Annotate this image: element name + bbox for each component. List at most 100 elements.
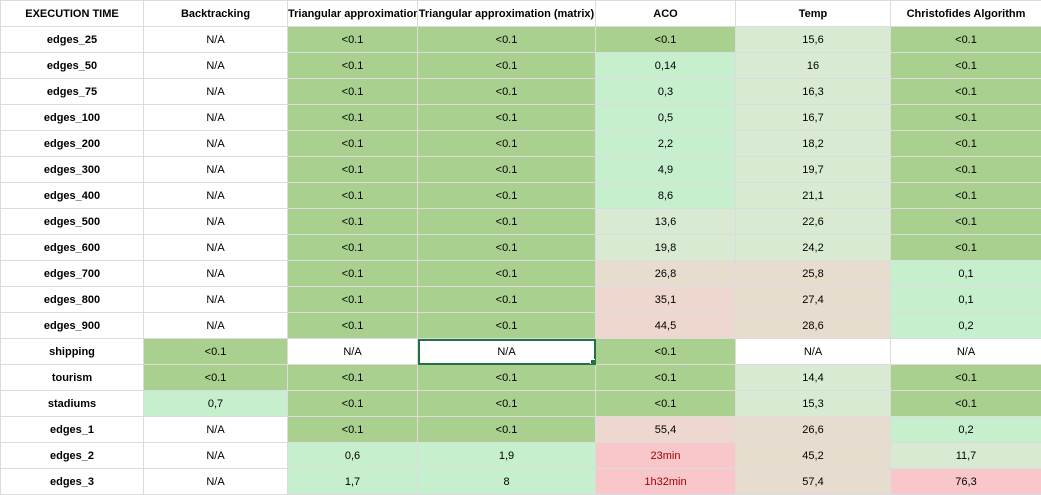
cell-backtracking[interactable]: N/A <box>144 183 288 209</box>
cell-backtracking[interactable]: N/A <box>144 105 288 131</box>
header-cell-execution-time[interactable]: EXECUTION TIME <box>1 1 144 27</box>
cell-christofides-algorithm[interactable]: 0,1 <box>891 261 1041 287</box>
cell-backtracking[interactable]: N/A <box>144 235 288 261</box>
row-label-cell[interactable]: edges_75 <box>1 79 144 105</box>
header-cell-triangular-approximation-matrix[interactable]: Triangular approximation (matrix) <box>418 1 596 27</box>
cell-backtracking[interactable]: N/A <box>144 443 288 469</box>
cell-aco[interactable]: 0,14 <box>596 53 736 79</box>
selected-cell-triangular-approximation-matrix[interactable]: N/A <box>418 339 596 365</box>
cell-aco[interactable]: <0.1 <box>596 27 736 53</box>
header-cell-aco[interactable]: ACO <box>596 1 736 27</box>
cell-triangular-approximation-matrix[interactable]: <0.1 <box>418 391 596 417</box>
cell-christofides-algorithm[interactable]: <0.1 <box>891 183 1041 209</box>
cell-christofides-algorithm[interactable]: 0,2 <box>891 417 1041 443</box>
row-label-cell[interactable]: edges_50 <box>1 53 144 79</box>
cell-triangular-approximation-matrix[interactable]: <0.1 <box>418 105 596 131</box>
cell-triangular-approximation[interactable]: N/A <box>288 339 418 365</box>
row-label-cell[interactable]: edges_1 <box>1 417 144 443</box>
cell-aco[interactable]: 8,6 <box>596 183 736 209</box>
cell-temp[interactable]: 15,6 <box>736 27 891 53</box>
cell-triangular-approximation-matrix[interactable]: 1,9 <box>418 443 596 469</box>
cell-christofides-algorithm[interactable]: <0.1 <box>891 235 1041 261</box>
cell-temp[interactable]: N/A <box>736 339 891 365</box>
cell-aco[interactable]: 1h32min <box>596 469 736 495</box>
cell-temp[interactable]: 24,2 <box>736 235 891 261</box>
cell-backtracking[interactable]: N/A <box>144 313 288 339</box>
cell-temp[interactable]: 28,6 <box>736 313 891 339</box>
cell-triangular-approximation[interactable]: 0,6 <box>288 443 418 469</box>
cell-temp[interactable]: 16,7 <box>736 105 891 131</box>
cell-backtracking[interactable]: 0,7 <box>144 391 288 417</box>
cell-backtracking[interactable]: N/A <box>144 417 288 443</box>
cell-christofides-algorithm[interactable]: <0.1 <box>891 209 1041 235</box>
cell-aco[interactable]: 19,8 <box>596 235 736 261</box>
cell-aco[interactable]: 26,8 <box>596 261 736 287</box>
cell-temp[interactable]: 18,2 <box>736 131 891 157</box>
row-label-cell[interactable]: edges_25 <box>1 27 144 53</box>
cell-triangular-approximation[interactable]: 1,7 <box>288 469 418 495</box>
row-label-cell[interactable]: edges_500 <box>1 209 144 235</box>
cell-triangular-approximation-matrix[interactable]: <0.1 <box>418 79 596 105</box>
cell-temp[interactable]: 57,4 <box>736 469 891 495</box>
cell-triangular-approximation-matrix[interactable]: <0.1 <box>418 313 596 339</box>
header-cell-backtracking[interactable]: Backtracking <box>144 1 288 27</box>
cell-temp[interactable]: 16 <box>736 53 891 79</box>
cell-christofides-algorithm[interactable]: <0.1 <box>891 105 1041 131</box>
cell-temp[interactable]: 26,6 <box>736 417 891 443</box>
row-label-cell[interactable]: edges_400 <box>1 183 144 209</box>
cell-triangular-approximation[interactable]: <0.1 <box>288 157 418 183</box>
cell-christofides-algorithm[interactable]: <0.1 <box>891 27 1041 53</box>
cell-christofides-algorithm[interactable]: 0,1 <box>891 287 1041 313</box>
row-label-cell[interactable]: edges_900 <box>1 313 144 339</box>
cell-aco[interactable]: 2,2 <box>596 131 736 157</box>
cell-triangular-approximation-matrix[interactable]: <0.1 <box>418 261 596 287</box>
cell-backtracking[interactable]: N/A <box>144 209 288 235</box>
row-label-cell[interactable]: edges_600 <box>1 235 144 261</box>
cell-backtracking[interactable]: N/A <box>144 261 288 287</box>
cell-triangular-approximation-matrix[interactable]: <0.1 <box>418 235 596 261</box>
cell-christofides-algorithm[interactable]: 0,2 <box>891 313 1041 339</box>
row-label-cell[interactable]: stadiums <box>1 391 144 417</box>
cell-temp[interactable]: 14,4 <box>736 365 891 391</box>
cell-christofides-algorithm[interactable]: <0.1 <box>891 131 1041 157</box>
row-label-cell[interactable]: edges_200 <box>1 131 144 157</box>
cell-triangular-approximation-matrix[interactable]: <0.1 <box>418 287 596 313</box>
cell-triangular-approximation-matrix[interactable]: 8 <box>418 469 596 495</box>
cell-aco[interactable]: <0.1 <box>596 391 736 417</box>
header-cell-christofides-algorithm[interactable]: Christofides Algorithm <box>891 1 1041 27</box>
cell-triangular-approximation-matrix[interactable]: <0.1 <box>418 365 596 391</box>
header-cell-temp[interactable]: Temp <box>736 1 891 27</box>
cell-aco[interactable]: <0.1 <box>596 365 736 391</box>
row-label-cell[interactable]: edges_3 <box>1 469 144 495</box>
cell-christofides-algorithm[interactable]: <0.1 <box>891 157 1041 183</box>
cell-backtracking[interactable]: <0.1 <box>144 365 288 391</box>
cell-temp[interactable]: 16,3 <box>736 79 891 105</box>
cell-temp[interactable]: 22,6 <box>736 209 891 235</box>
cell-triangular-approximation-matrix[interactable]: <0.1 <box>418 417 596 443</box>
cell-triangular-approximation[interactable]: <0.1 <box>288 27 418 53</box>
cell-triangular-approximation[interactable]: <0.1 <box>288 235 418 261</box>
cell-triangular-approximation[interactable]: <0.1 <box>288 183 418 209</box>
cell-triangular-approximation[interactable]: <0.1 <box>288 105 418 131</box>
cell-triangular-approximation-matrix[interactable]: <0.1 <box>418 53 596 79</box>
cell-backtracking[interactable]: <0.1 <box>144 339 288 365</box>
cell-triangular-approximation[interactable]: <0.1 <box>288 417 418 443</box>
cell-triangular-approximation[interactable]: <0.1 <box>288 79 418 105</box>
cell-aco[interactable]: 13,6 <box>596 209 736 235</box>
cell-aco[interactable]: 44,5 <box>596 313 736 339</box>
cell-triangular-approximation[interactable]: <0.1 <box>288 287 418 313</box>
cell-backtracking[interactable]: N/A <box>144 131 288 157</box>
cell-backtracking[interactable]: N/A <box>144 27 288 53</box>
cell-aco[interactable]: 23min <box>596 443 736 469</box>
cell-temp[interactable]: 15,3 <box>736 391 891 417</box>
row-label-cell[interactable]: edges_300 <box>1 157 144 183</box>
cell-aco[interactable]: 4,9 <box>596 157 736 183</box>
cell-triangular-approximation[interactable]: <0.1 <box>288 391 418 417</box>
cell-triangular-approximation[interactable]: <0.1 <box>288 209 418 235</box>
cell-backtracking[interactable]: N/A <box>144 53 288 79</box>
cell-christofides-algorithm[interactable]: 76,3 <box>891 469 1041 495</box>
cell-temp[interactable]: 27,4 <box>736 287 891 313</box>
cell-triangular-approximation-matrix[interactable]: <0.1 <box>418 157 596 183</box>
cell-temp[interactable]: 21,1 <box>736 183 891 209</box>
row-label-cell[interactable]: edges_100 <box>1 105 144 131</box>
